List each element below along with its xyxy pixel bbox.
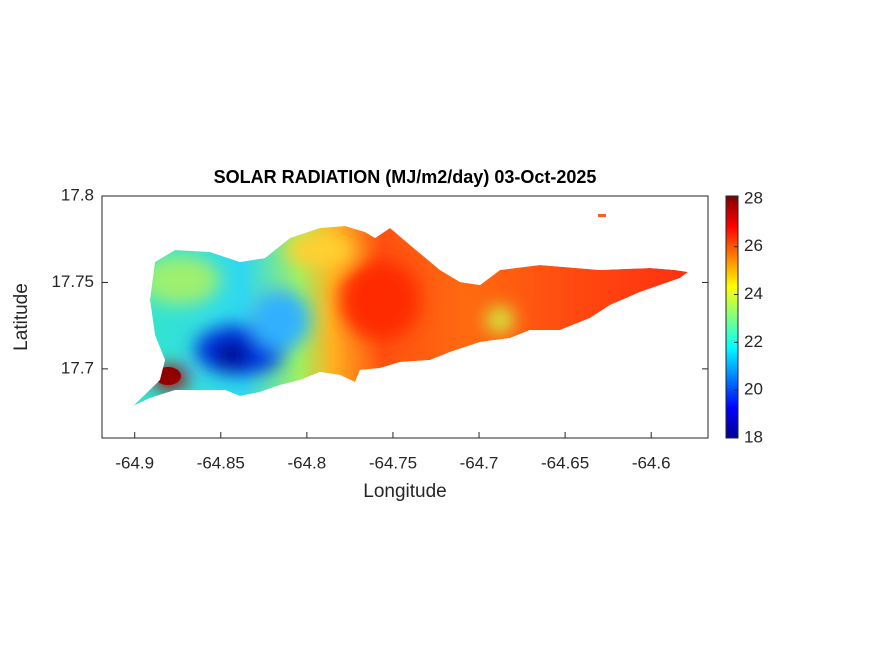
colorbar-tick-label: 28 xyxy=(744,188,763,207)
x-tick-label: -64.6 xyxy=(632,453,671,472)
x-tick-label: -64.7 xyxy=(460,453,499,472)
y-tick-label: 17.8 xyxy=(61,185,94,204)
x-axis-label: Longitude xyxy=(363,481,446,502)
x-tick-label: -64.8 xyxy=(287,453,326,472)
radiation-field xyxy=(133,226,688,406)
colorbar-tick-label: 20 xyxy=(744,380,763,399)
x-tick-label: -64.85 xyxy=(197,453,245,472)
y-tick-label: 17.75 xyxy=(51,272,94,291)
colorbar-tick-label: 26 xyxy=(744,236,763,255)
colorbar-tick-label: 18 xyxy=(744,427,763,446)
colorbar-tick-label: 22 xyxy=(744,332,763,351)
x-tick-label: -64.65 xyxy=(541,453,589,472)
colorbar xyxy=(725,195,739,439)
islet xyxy=(598,214,606,217)
x-tick-label: -64.75 xyxy=(369,453,417,472)
x-tick-label: -64.9 xyxy=(115,453,154,472)
y-axis-label: Latitude xyxy=(11,283,32,351)
chart-title: SOLAR RADIATION (MJ/m2/day) 03-Oct-2025 xyxy=(214,167,597,187)
colorbar-tick-label: 24 xyxy=(744,284,763,303)
y-tick-label: 17.7 xyxy=(61,358,94,377)
